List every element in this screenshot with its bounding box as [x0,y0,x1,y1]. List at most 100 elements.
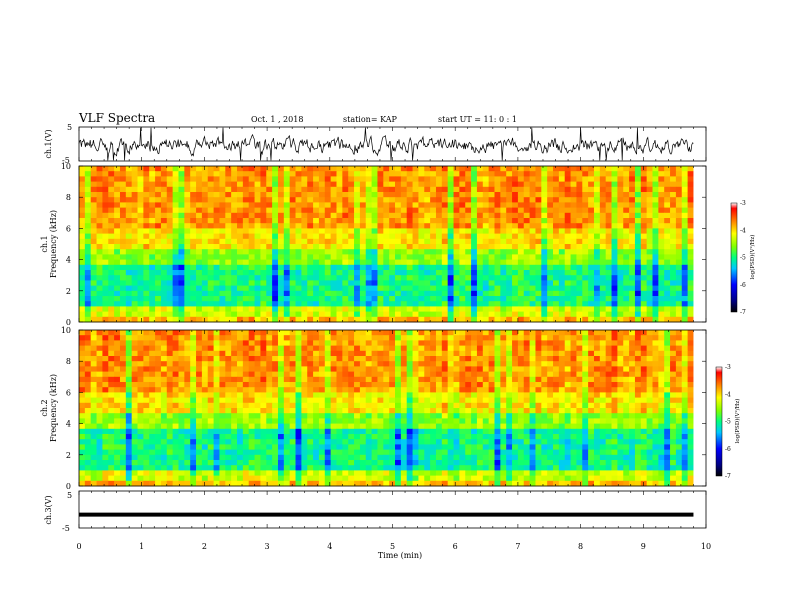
spectrogram-cell [494,181,501,188]
spectrogram-cell [412,244,419,250]
spectrogram-cell [687,275,694,281]
spectrogram-cell [529,356,536,362]
spectrogram-cell [131,171,138,177]
spectrogram-cell [143,361,150,367]
spectrogram-cell [149,171,156,177]
spectrogram-cell [500,270,507,276]
spectrogram-cell [506,296,513,302]
spectrogram-cell [541,356,548,362]
spectrogram-cell [576,306,583,312]
spectrogram-cell [79,212,86,219]
spectrogram-cell [190,270,197,276]
spectrogram-cell [652,197,659,203]
spectrogram-cell [313,330,320,336]
spectrogram-cell [687,376,694,383]
spectrogram-cell [424,345,431,352]
spectrogram-cell [617,306,624,312]
spectrogram-cell [424,176,431,182]
spectrogram-cell [629,361,636,367]
spectrogram-cell [465,402,472,409]
spectrogram-cell [184,238,191,245]
spectrogram-cell [365,212,372,219]
spectrogram-cell [307,356,314,362]
spectrogram-cell [406,356,413,362]
spectrogram-cell [441,397,449,404]
spectrogram-cell [523,306,530,312]
spectrogram-cell [248,376,255,383]
spectrogram-cell [242,280,250,286]
spectrogram-cell [277,330,285,336]
spectrogram-cell [196,397,203,404]
spectrogram-cell [535,366,542,372]
spectrogram-cell [213,233,220,240]
spectrogram-cell [266,249,273,255]
spectrogram-cell [342,171,349,177]
spectrogram-cell [564,244,571,250]
spectrogram-cell [178,166,185,172]
spectrogram-cell [231,192,238,198]
spectrogram-cell [599,270,607,276]
spectrogram-cell [324,254,332,260]
spectrogram-cell [523,340,530,346]
spectrogram-cell [336,356,343,362]
spectrogram-cell [418,280,425,286]
spectrogram-cell [114,181,121,188]
spectrogram-cell [254,301,261,307]
spectrogram-cell [354,275,361,281]
spectrogram-cell [570,376,577,383]
spectrogram-cell [324,356,332,362]
spectrogram-cell [611,249,618,255]
spectrogram-cell [553,306,560,312]
spectrogram-cell [623,233,630,240]
spectrogram-cell [383,228,390,234]
spectrogram-cell [272,218,279,224]
spectrogram-cell [471,361,478,367]
spectrogram-cell [119,371,127,378]
spectrogram-cell [476,366,484,372]
spectrogram-cell [547,244,554,250]
spectrogram-cell [582,296,589,302]
spectrogram-cell [196,202,203,208]
spectrogram-cell [137,244,144,250]
spectrogram-cell [207,218,214,224]
spectrogram-cell [675,397,683,404]
spectrogram-cell [213,212,220,219]
spectrogram-cell [447,290,454,297]
spectrogram-cell [184,249,191,255]
spectrogram-cell [535,296,542,302]
spectrogram-cell [605,397,612,404]
spectrogram-cell [383,301,390,307]
spectrogram-cell [114,249,121,255]
spectrogram-cell [447,361,454,367]
spectrogram-cell [160,296,168,302]
spectrogram-cell [155,376,162,383]
spectrogram-cell [295,397,302,404]
spectrogram-cell [553,228,560,234]
spectrogram-cell [125,186,133,193]
spectrogram-cell [670,186,677,193]
spectrogram-cell [371,392,378,398]
spectrogram-cell [190,254,197,260]
spectrogram-cell [459,361,466,367]
spectrogram-cell [687,238,694,245]
spectrogram-cell [553,387,560,393]
spectrogram-cell [84,197,92,203]
spectrogram-cell [406,202,413,208]
spectrogram-cell [512,280,519,286]
spectrogram-cell [670,290,677,297]
spectrogram-cell [564,280,571,286]
spectrogram-cell [541,238,548,245]
spectrogram-cell [634,192,642,198]
spectrogram-cell [354,290,361,297]
spectrogram-cell [459,392,466,398]
spectrogram-cell [482,270,490,276]
spectrogram-cell [260,192,267,198]
spectrogram-cell [529,350,536,357]
spectrogram-cell [383,254,390,260]
spectrogram-cell [529,249,536,255]
spectrogram-cell [629,376,636,383]
spectrogram-cell [447,301,454,307]
spectrogram-cell [389,382,396,388]
spectrogram-cell [172,296,179,302]
spectrogram-cell [558,311,566,318]
